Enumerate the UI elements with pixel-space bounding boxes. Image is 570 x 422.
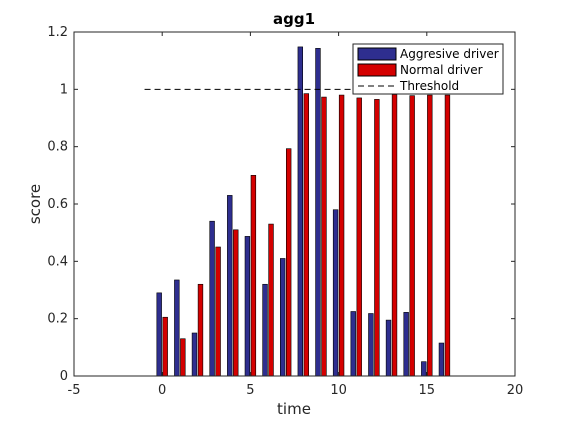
legend-swatch-aggressive-driver	[357, 47, 397, 61]
y-tick-label: 1	[60, 82, 68, 97]
chart-title: agg1	[273, 10, 315, 28]
bar-aggresive-driver-12	[368, 313, 374, 377]
x-tick-label: 10	[330, 383, 347, 398]
bar-aggresive-driver-9	[315, 48, 321, 377]
legend: Aggresive driver Normal driver Threshold	[352, 43, 504, 95]
x-tick-label: 15	[419, 383, 436, 398]
bar-aggresive-driver-8	[297, 46, 304, 377]
bar-aggresive-driver-7	[279, 258, 286, 377]
x-tick-label: 5	[246, 383, 254, 398]
y-tick-label: 0.6	[47, 197, 68, 212]
bar-aggresive-driver-13	[385, 319, 392, 377]
bar-normal-driver-8	[303, 93, 310, 377]
bar-normal-driver-15	[427, 94, 433, 377]
bar-aggresive-driver-3	[209, 220, 215, 377]
bar-normal-driver-7	[285, 148, 292, 377]
y-axis-label: score	[26, 184, 44, 224]
x-axis: -5 0 5 10 15 20	[68, 32, 524, 398]
bar-normal-driver-13	[391, 94, 398, 377]
bar-normal-driver-9	[321, 96, 327, 377]
y-tick-label: 0	[60, 369, 68, 384]
legend-label-normal-driver: Normal driver	[400, 63, 483, 77]
bar-aggresive-driver-0	[156, 292, 162, 377]
bar-normal-driver-16	[444, 94, 451, 377]
bar-aggresive-driver-10	[332, 209, 339, 377]
x-tick-label: -5	[68, 383, 81, 398]
bar-aggresive-driver-1	[174, 279, 180, 377]
bar-aggresive-driver-15	[421, 361, 427, 377]
bar-normal-driver-3	[215, 246, 221, 377]
y-tick-label: 0.2	[47, 312, 68, 327]
x-axis-label: time	[277, 400, 311, 418]
bar-aggresive-driver-11	[350, 311, 356, 377]
bar-normal-driver-6	[268, 223, 274, 377]
bar-normal-driver-10	[338, 94, 345, 377]
bar-aggresive-driver-4	[227, 195, 233, 377]
x-tick-label: 0	[158, 383, 166, 398]
legend-label-aggressive-driver: Aggresive driver	[400, 47, 499, 61]
legend-swatch-normal-driver	[357, 63, 397, 77]
bar-normal-driver-14	[409, 95, 415, 377]
bar-normal-driver-1	[180, 338, 186, 377]
bar-aggresive-driver-6	[262, 283, 268, 377]
bar-aggresive-driver-16	[438, 342, 445, 377]
bar-aggresive-driver-5	[244, 236, 251, 377]
bar-normal-driver-4	[233, 229, 239, 377]
bars-normal-driver	[162, 93, 451, 377]
bar-normal-driver-0	[162, 316, 168, 377]
bar-aggresive-driver-14	[403, 312, 409, 377]
bar-normal-driver-2	[197, 283, 204, 377]
bar-normal-driver-11	[356, 97, 362, 377]
bar-normal-driver-5	[250, 175, 257, 377]
x-tick-label: 20	[507, 383, 524, 398]
bar-normal-driver-12	[374, 99, 380, 377]
y-tick-label: 0.4	[47, 254, 68, 269]
y-tick-label: 1.2	[47, 25, 68, 40]
bar-aggresive-driver-2	[191, 332, 198, 377]
y-tick-label: 0.8	[47, 140, 68, 155]
legend-label-threshold: Threshold	[399, 79, 459, 93]
y-axis: 0 0.2 0.4 0.6 0.8 1 1.2	[47, 25, 515, 384]
